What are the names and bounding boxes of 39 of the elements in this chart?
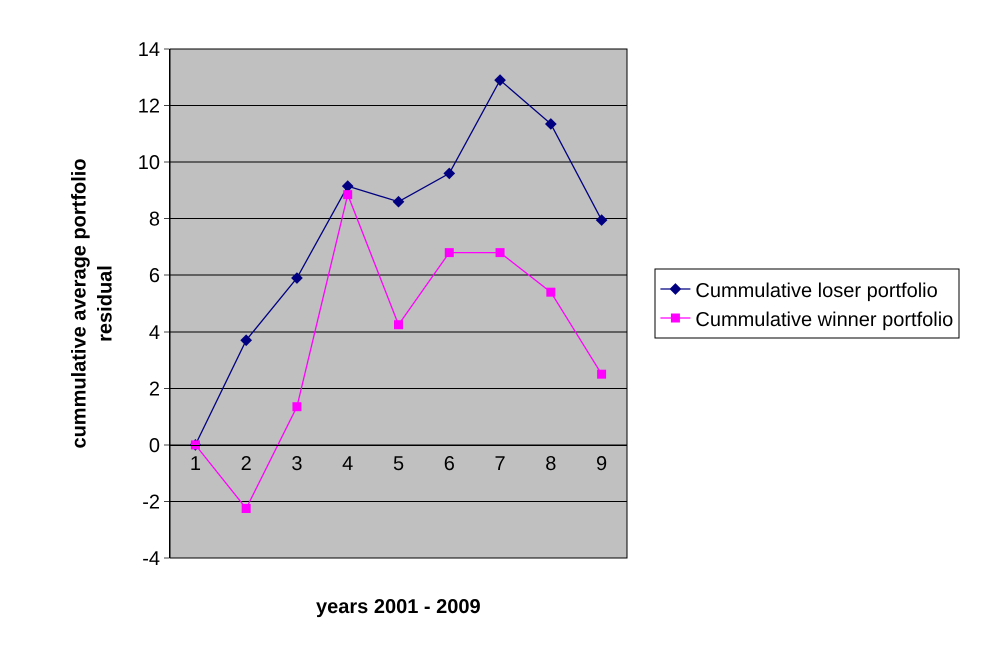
point <box>392 196 404 208</box>
x-tick-label: 4 <box>342 452 354 475</box>
point <box>394 320 403 330</box>
point <box>597 370 606 379</box>
y-tick-label: 12 <box>138 96 160 118</box>
y-tick-label: 0 <box>148 434 160 457</box>
point <box>443 168 456 180</box>
y-tick-label: 8 <box>148 208 160 231</box>
point <box>494 74 506 86</box>
point <box>291 272 303 284</box>
point <box>242 504 251 514</box>
x-tick-label: 6 <box>444 452 455 475</box>
y-tick-label: -2 <box>142 491 160 514</box>
y-tick-label: 14 <box>138 39 160 61</box>
point <box>546 288 556 297</box>
x-tick-label: 2 <box>240 452 252 475</box>
x-tick-label: 8 <box>545 452 556 475</box>
point <box>444 248 454 258</box>
x-axis-title: years 2001 - 2009 <box>316 596 481 618</box>
point <box>596 214 608 226</box>
x-tick-label: 7 <box>494 452 506 475</box>
point <box>544 118 557 130</box>
legend-label: Cummulative winner portfolio <box>695 308 954 331</box>
point <box>240 334 252 346</box>
x-tick-label: 3 <box>291 452 303 475</box>
y-tick-label: -4 <box>142 548 160 570</box>
y-tick-label: 4 <box>148 322 160 344</box>
x-tick-label: 5 <box>392 452 404 475</box>
point <box>342 180 354 192</box>
point <box>496 248 505 258</box>
point <box>292 402 302 412</box>
point <box>343 190 352 200</box>
legend-label: Cummulative loser portfolio <box>695 280 938 302</box>
y-tick-label: 2 <box>148 378 160 400</box>
x-tick-label: 1 <box>190 452 201 475</box>
x-tick-label: 9 <box>596 452 608 475</box>
y-tick-label: 6 <box>148 265 160 288</box>
y-axis-title: cummulative average portfolio residual <box>68 158 116 449</box>
y-tick-label: 10 <box>138 152 160 174</box>
